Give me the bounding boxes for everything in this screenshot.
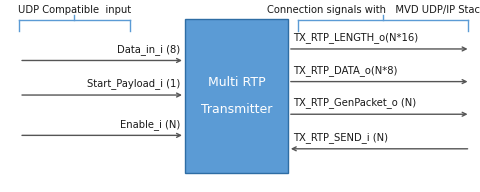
Text: Start_Payload_i (1): Start_Payload_i (1): [87, 78, 180, 89]
Text: Enable_i (N): Enable_i (N): [120, 119, 180, 130]
Text: TX_RTP_GenPacket_o (N): TX_RTP_GenPacket_o (N): [293, 98, 416, 108]
Text: Data_in_i (8): Data_in_i (8): [117, 44, 180, 55]
Text: Transmitter: Transmitter: [201, 103, 272, 116]
Text: Multi RTP: Multi RTP: [207, 76, 265, 89]
Text: TX_RTP_DATA_o(N*8): TX_RTP_DATA_o(N*8): [293, 65, 397, 76]
Text: Connection signals with   MVD UDP/IP Stack: Connection signals with MVD UDP/IP Stack: [267, 5, 480, 15]
Text: TX_RTP_LENGTH_o(N*16): TX_RTP_LENGTH_o(N*16): [293, 32, 418, 43]
Text: UDP Compatible  input: UDP Compatible input: [18, 5, 131, 15]
FancyBboxPatch shape: [185, 19, 288, 173]
Text: TX_RTP_SEND_i (N): TX_RTP_SEND_i (N): [293, 132, 388, 143]
